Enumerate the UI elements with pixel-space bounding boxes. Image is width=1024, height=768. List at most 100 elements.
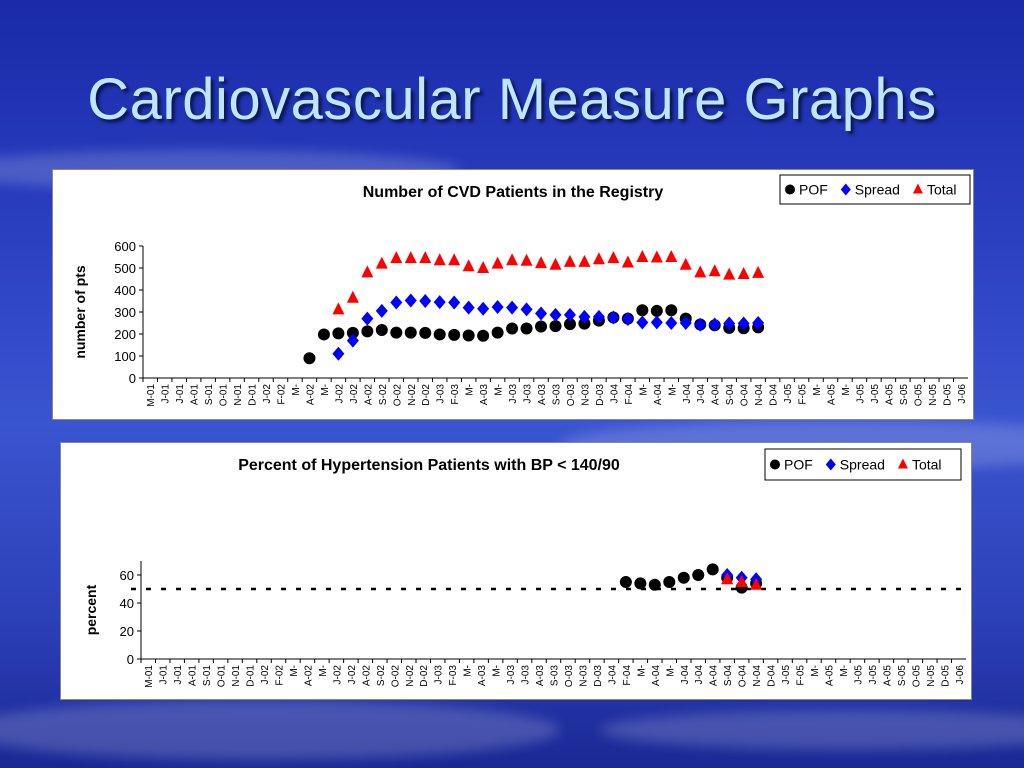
x-tick-label: A-02 <box>303 665 314 687</box>
x-tick-label: D-03 <box>593 665 604 687</box>
legend-marker-spread <box>825 458 836 471</box>
data-point-spread <box>737 316 750 331</box>
x-tick-label: J-06 <box>955 665 966 685</box>
data-point-total <box>650 250 663 263</box>
data-point-spread <box>708 317 721 332</box>
y-tick-label: 300 <box>114 305 136 320</box>
x-tick-label: F-03 <box>448 665 459 686</box>
data-point-pof <box>563 318 576 331</box>
x-tick-label: D-02 <box>421 384 432 406</box>
x-tick-label: M- <box>665 665 676 677</box>
x-tick-label: N-04 <box>752 665 763 687</box>
data-point-total <box>375 256 388 269</box>
x-tick-label: A-02 <box>363 384 374 406</box>
legend-label-spread: Spread <box>840 457 885 473</box>
x-tick-label: M- <box>636 665 647 677</box>
data-point-pof <box>448 328 461 341</box>
x-tick-label: A-03 <box>479 384 490 406</box>
y-tick-label: 40 <box>120 596 134 611</box>
x-tick-label: J-03 <box>523 384 534 404</box>
x-tick-label: J-03 <box>521 665 532 685</box>
legend-label-spread: Spread <box>855 182 900 198</box>
x-tick-label: M- <box>318 665 329 677</box>
data-point-total <box>549 257 562 270</box>
data-point-pof <box>317 328 330 341</box>
x-tick-label: J-02 <box>349 384 360 404</box>
data-point-total <box>491 256 504 269</box>
x-tick-label: J-02 <box>334 384 345 404</box>
x-tick-label: A-05 <box>825 665 836 687</box>
x-tick-label: M- <box>465 384 476 396</box>
y-tick-label: 100 <box>114 349 136 364</box>
x-tick-label: N-05 <box>926 665 937 687</box>
x-tick-label: A-04 <box>709 665 720 687</box>
x-tick-label: D-05 <box>940 665 951 687</box>
data-point-spread <box>477 301 490 316</box>
x-tick-label: J-02 <box>260 665 271 685</box>
x-tick-label: O-02 <box>390 665 401 688</box>
x-tick-label: A-05 <box>882 665 893 687</box>
x-tick-label: A-05 <box>884 384 895 406</box>
x-tick-label: O-05 <box>911 665 922 688</box>
legend-label-total: Total <box>927 182 957 198</box>
data-point-total <box>404 251 417 264</box>
x-tick-label: S-02 <box>376 665 387 687</box>
x-tick-label: A-05 <box>827 384 838 406</box>
data-point-pof <box>619 576 632 588</box>
slide-title: Cardiovascular Measure Graphs <box>87 67 937 132</box>
x-tick-label: J-02 <box>347 665 358 685</box>
x-tick-label: S-05 <box>899 384 910 406</box>
data-point-spread <box>578 309 591 324</box>
y-tick-label: 60 <box>120 568 134 583</box>
data-point-spread <box>650 315 663 330</box>
x-tick-label: A-03 <box>477 665 488 687</box>
x-tick-label: J-02 <box>332 665 343 685</box>
x-tick-label: S-04 <box>723 665 734 687</box>
x-tick-label: J-05 <box>868 665 879 685</box>
data-point-total <box>361 265 374 278</box>
x-tick-label: F-05 <box>798 384 809 405</box>
data-point-spread <box>375 303 388 318</box>
x-tick-label: M- <box>463 665 474 677</box>
x-tick-label: M- <box>320 384 331 396</box>
x-tick-label: J-01 <box>159 665 170 685</box>
data-point-spread <box>419 294 432 308</box>
x-tick-label: F-04 <box>622 665 633 686</box>
data-point-total <box>636 250 649 262</box>
legend-label-pof: POF <box>784 457 813 473</box>
x-tick-label: A-02 <box>361 665 372 687</box>
x-tick-label: M- <box>839 665 850 677</box>
data-point-total <box>665 250 678 262</box>
legend-label-pof: POF <box>799 182 828 198</box>
x-tick-label: J-05 <box>783 384 794 404</box>
data-point-pof <box>506 322 519 335</box>
x-tick-label: F-03 <box>450 384 461 405</box>
x-tick-label: J-04 <box>682 384 693 404</box>
x-tick-label: J-05 <box>870 384 881 404</box>
data-point-pof <box>462 329 475 342</box>
legend-marker-pof <box>770 459 780 470</box>
x-tick-label: S-03 <box>550 665 561 687</box>
x-tick-label: O-04 <box>740 384 751 407</box>
x-tick-label: J-03 <box>506 665 517 685</box>
data-point-pof <box>404 326 417 339</box>
x-tick-label: J-04 <box>694 665 705 685</box>
data-point-spread <box>607 310 620 325</box>
data-point-pof <box>361 325 374 338</box>
data-point-spread <box>723 316 736 331</box>
data-point-total <box>346 290 359 303</box>
x-tick-label: J-03 <box>434 665 445 685</box>
data-point-total <box>750 577 763 590</box>
y-tick-label: 500 <box>114 261 136 276</box>
data-point-total <box>332 302 345 315</box>
x-tick-label: D-01 <box>248 384 259 406</box>
data-point-pof <box>477 329 490 342</box>
x-tick-label: J-04 <box>680 665 691 685</box>
x-tick-label: M- <box>810 665 821 677</box>
legend-marker-total <box>912 183 923 194</box>
x-tick-label: M- <box>638 384 649 396</box>
data-point-total <box>477 261 490 273</box>
x-tick-label: N-01 <box>233 384 244 406</box>
x-tick-label: J-04 <box>607 665 618 685</box>
x-tick-label: D-04 <box>767 665 778 687</box>
